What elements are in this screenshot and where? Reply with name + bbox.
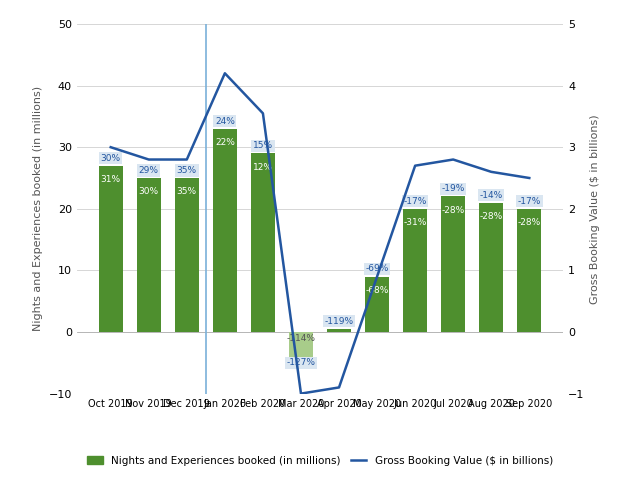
Text: 12%: 12%	[253, 163, 273, 172]
Bar	[442, 196, 465, 332]
Y-axis label: Nights and Experiences booked (in millions): Nights and Experiences booked (in millio…	[33, 86, 43, 331]
Bar	[137, 178, 161, 332]
Text: -28%: -28%	[479, 212, 503, 221]
Text: -28%: -28%	[442, 206, 465, 215]
Text: -127%: -127%	[287, 359, 316, 368]
Text: 30%: 30%	[139, 187, 159, 196]
Bar	[251, 154, 275, 332]
Text: -17%: -17%	[518, 197, 541, 206]
Text: -68%: -68%	[365, 286, 388, 295]
Text: -31%: -31%	[403, 218, 427, 227]
Text: 31%: 31%	[100, 175, 121, 184]
Text: -103%: -103%	[324, 338, 353, 347]
Text: 29%: 29%	[139, 166, 159, 175]
Y-axis label: Gross Booking Value ($ in billions): Gross Booking Value ($ in billions)	[590, 114, 600, 304]
Legend: Nights and Experiences booked (in millions), Gross Booking Value ($ in billions): Nights and Experiences booked (in millio…	[83, 451, 557, 470]
Text: -19%: -19%	[442, 184, 465, 193]
Bar	[175, 178, 198, 332]
Text: 22%: 22%	[215, 138, 235, 147]
Bar	[518, 209, 541, 332]
Text: 24%: 24%	[215, 117, 235, 126]
Text: -119%: -119%	[324, 317, 353, 326]
Text: 30%: 30%	[100, 154, 121, 163]
Text: -69%: -69%	[365, 264, 388, 274]
Bar	[327, 329, 351, 332]
Bar	[479, 203, 503, 332]
Text: -114%: -114%	[287, 334, 316, 343]
Text: -14%: -14%	[479, 191, 503, 200]
Bar	[403, 209, 427, 332]
Text: 35%: 35%	[177, 166, 197, 175]
Text: 15%: 15%	[253, 141, 273, 150]
Text: -28%: -28%	[518, 218, 541, 227]
Text: -17%: -17%	[403, 197, 427, 206]
Bar	[289, 332, 313, 357]
Text: 35%: 35%	[177, 187, 197, 196]
Bar	[213, 129, 237, 332]
Bar	[99, 166, 122, 332]
Bar	[365, 276, 389, 332]
